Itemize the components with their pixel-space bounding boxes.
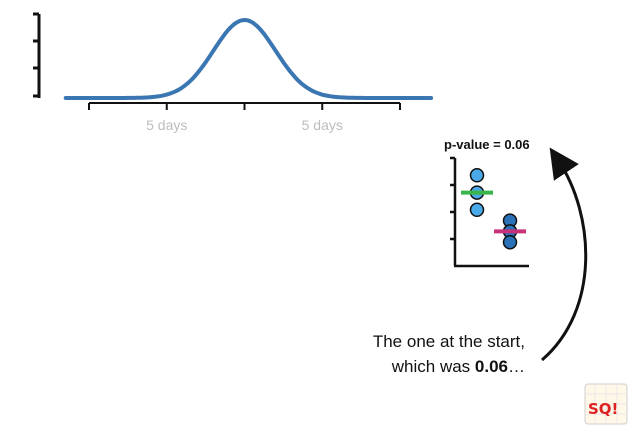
pvalue-title: p-value = 0.06: [444, 137, 530, 152]
data-point: [469, 202, 485, 218]
distribution-curve: [63, 17, 434, 100]
x-tick-label: 5 days: [146, 117, 187, 133]
x-tick-label: 5 days: [302, 117, 343, 133]
caption-line-2: which was 0.06…: [391, 357, 525, 376]
curved-arrow: [541, 147, 588, 362]
caption-line-1: The one at the start,: [373, 332, 525, 351]
pvalue-chart: p-value = 0.06: [444, 137, 530, 268]
data-point: [502, 234, 518, 250]
logo-text: SQ!: [588, 400, 618, 418]
statquest-logo: SQ!: [584, 383, 628, 425]
distribution-chart: 5 days 5 days: [33, 12, 434, 133]
data-point: [469, 168, 485, 183]
